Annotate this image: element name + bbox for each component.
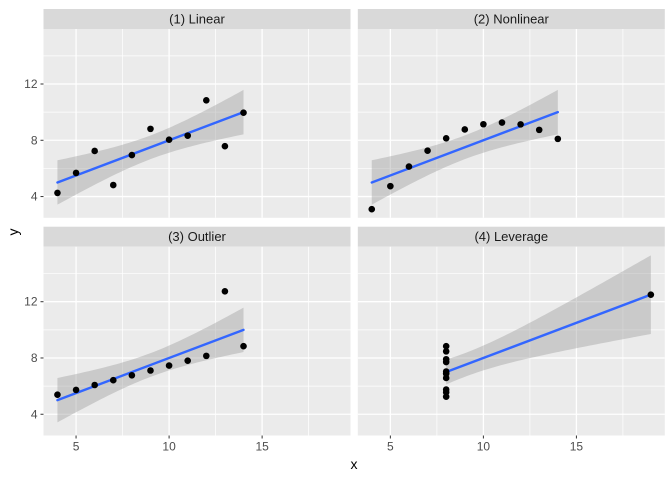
data-point [184,132,191,139]
data-point [368,205,376,213]
facet-strip-label: (3) Outlier [168,229,226,244]
data-point [442,135,450,142]
data-point [147,125,154,133]
data-point [240,109,247,117]
facet-strip-label: (1) Linear [169,12,225,27]
x-axis-tick-label: 5 [387,440,394,454]
data-point [54,189,61,197]
data-point [203,97,210,104]
x-axis-title: x [350,456,358,472]
data-point [405,163,413,170]
x-axis-tick-label: 15 [255,440,269,454]
data-point [72,169,80,177]
data-point [442,348,450,355]
data-point [203,352,210,360]
facet-strip [43,9,351,29]
data-point [221,287,229,295]
data-point [91,147,98,155]
panel-background [43,29,351,218]
data-point [72,386,80,394]
facet-strip [357,9,665,29]
regression-line [56,328,245,402]
data-point [109,376,117,384]
facet-strip [43,226,351,247]
y-axis-tick-label: 12 [24,295,38,309]
y-axis-tick-label: 4 [31,190,38,204]
facet-strip-label: (2) Nonlinear [474,12,550,27]
data-point [91,381,98,389]
data-point [442,370,450,377]
data-point [184,357,191,364]
data-point [165,136,173,144]
panel-background [357,246,665,436]
x-axis-tick-label: 5 [73,440,80,454]
y-axis-tick-label: 12 [24,77,38,91]
data-point [165,362,173,369]
data-point [517,121,524,128]
y-axis-tick-label: 8 [31,351,38,365]
y-axis-tick-label: 8 [31,133,38,147]
regression-line [444,293,653,374]
data-point [424,147,431,154]
data-point [647,291,655,298]
data-point [442,342,450,350]
data-point [221,142,229,150]
regression-line [56,110,245,184]
x-axis-tick-label: 10 [477,440,491,454]
data-point [442,389,450,396]
data-point [498,119,506,126]
data-point [128,151,136,159]
data-point [554,135,562,143]
data-point [480,120,487,128]
regression-line [370,110,560,184]
data-point [54,391,61,399]
facet-strip [357,226,665,247]
facet-strip-label: (4) Leverage [474,229,548,244]
data-point [535,126,543,134]
data-point [461,126,469,133]
x-axis-tick-label: 15 [570,440,584,454]
data-point [442,355,450,363]
y-axis-tick-label: 4 [31,407,38,421]
data-point [387,182,394,190]
data-point [147,367,154,374]
data-point [240,342,247,350]
x-axis-tick-label: 10 [162,440,176,454]
panel-background [43,246,351,436]
data-point [128,371,136,379]
panel-background [357,29,665,218]
data-point [109,181,117,189]
y-axis-title: y [5,228,21,236]
